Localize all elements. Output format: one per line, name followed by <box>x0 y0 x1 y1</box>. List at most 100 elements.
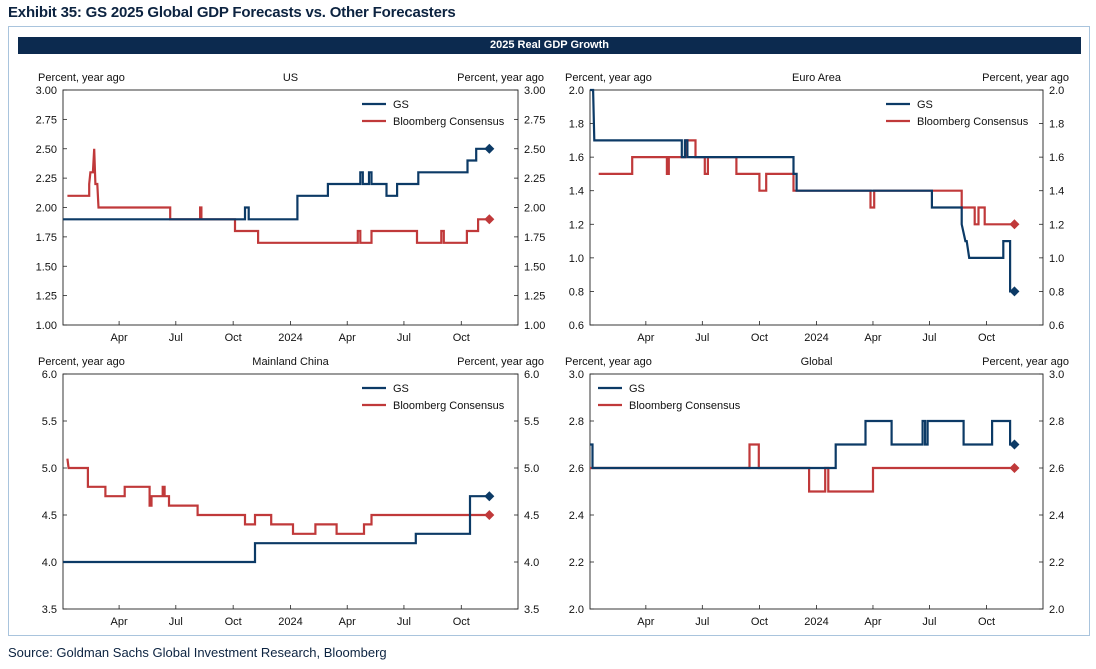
legend-bloomberg-label: Bloomberg Consensus <box>393 116 505 128</box>
bloomberg-series-line <box>66 458 490 535</box>
y-tick-label-right: 2.75 <box>524 114 545 126</box>
y-tick-label-left: 2.4 <box>569 510 584 522</box>
x-tick-label: Apr <box>864 616 881 628</box>
y-tick-label-right: 3.00 <box>524 85 545 97</box>
y-tick-label-left: 1.50 <box>36 261 57 273</box>
y-tick-label-right: 1.2 <box>1049 219 1064 231</box>
x-tick-label: Oct <box>978 616 995 628</box>
y-tick-label-right: 4.5 <box>524 510 539 522</box>
x-tick-label: Jul <box>397 616 411 628</box>
y-tick-label-right: 1.6 <box>1049 152 1064 164</box>
x-tick-label: Oct <box>751 332 768 344</box>
x-tick-label: 2024 <box>278 616 302 628</box>
panel-title: Euro Area <box>792 72 842 84</box>
y-tick-label-left: 3.00 <box>36 85 57 97</box>
y-tick-label-right: 4.0 <box>524 557 539 569</box>
y-tick-label-left: 1.75 <box>36 232 57 244</box>
y-axis-label-left: Percent, year ago <box>565 72 652 84</box>
gs-series-line <box>63 495 490 564</box>
y-tick-label-left: 2.75 <box>36 114 57 126</box>
y-axis-label-right: Percent, year ago <box>457 356 544 368</box>
y-tick-label-right: 2.4 <box>1049 510 1064 522</box>
y-tick-label-right: 1.75 <box>524 232 545 244</box>
y-tick-label-right: 2.25 <box>524 173 545 185</box>
x-tick-label: Jul <box>922 332 936 344</box>
y-tick-label-right: 1.4 <box>1049 186 1064 198</box>
y-tick-label-left: 0.8 <box>569 286 584 298</box>
y-tick-label-left: 4.5 <box>42 510 57 522</box>
y-tick-label-right: 5.5 <box>524 416 539 428</box>
y-tick-label-right: 2.0 <box>1049 85 1064 97</box>
y-tick-label-left: 1.6 <box>569 152 584 164</box>
y-tick-label-right: 6.0 <box>524 369 539 381</box>
y-tick-label-right: 1.50 <box>524 261 545 273</box>
y-tick-label-left: 5.0 <box>42 463 57 475</box>
x-tick-label: 2024 <box>804 616 828 628</box>
bloomberg-end-marker <box>484 510 495 520</box>
y-tick-label-left: 1.00 <box>36 320 57 332</box>
y-tick-label-right: 2.50 <box>524 144 545 156</box>
panel-mainland-china: Mainland China Percent, year ago Percent, … <box>38 356 544 628</box>
panel-title: US <box>283 72 298 84</box>
panel-title: Global <box>801 356 833 368</box>
legend-gs-label: GS <box>917 99 933 111</box>
x-tick-label: Jul <box>169 332 183 344</box>
y-tick-label-right: 2.2 <box>1049 557 1064 569</box>
legend-gs-label: GS <box>393 99 409 111</box>
y-tick-label-left: 4.0 <box>42 557 57 569</box>
legend-bloomberg-label: Bloomberg Consensus <box>917 116 1029 128</box>
legend-gs-label: GS <box>629 383 645 395</box>
y-tick-label-left: 1.0 <box>569 253 584 265</box>
x-tick-label: Apr <box>637 616 654 628</box>
banner-title: 2025 Real GDP Growth <box>18 37 1081 54</box>
y-tick-label-left: 1.2 <box>569 219 584 231</box>
bloomberg-end-marker <box>1009 219 1020 230</box>
y-tick-label-left: 5.5 <box>42 416 57 428</box>
y-tick-label-left: 1.8 <box>569 119 584 131</box>
gs-series-line <box>590 88 1015 293</box>
chart-frame <box>8 26 1090 636</box>
x-tick-label: 2024 <box>804 332 828 344</box>
y-axis-label-right: Percent, year ago <box>982 72 1069 84</box>
y-tick-label-right: 1.8 <box>1049 119 1064 131</box>
y-tick-label-right: 2.00 <box>524 203 545 215</box>
bloomberg-series-line <box>67 148 490 244</box>
x-tick-label: Oct <box>225 616 242 628</box>
y-axis-label-left: Percent, year ago <box>38 356 125 368</box>
x-tick-label: Apr <box>864 332 881 344</box>
x-tick-label: Jul <box>397 332 411 344</box>
y-axis-label-right: Percent, year ago <box>457 72 544 84</box>
bloomberg-end-marker <box>1009 463 1020 473</box>
y-axis-label-left: Percent, year ago <box>38 72 125 84</box>
x-tick-label: Oct <box>225 332 242 344</box>
bloomberg-series-line <box>598 139 1015 226</box>
gs-end-marker <box>1009 286 1020 297</box>
gs-series-line <box>63 147 490 221</box>
y-tick-label-right: 1.25 <box>524 291 545 303</box>
y-tick-label-left: 2.00 <box>36 203 57 215</box>
y-tick-label-right: 2.6 <box>1049 463 1064 475</box>
x-tick-label: Apr <box>339 616 356 628</box>
gs-series-line <box>590 419 1015 470</box>
x-tick-label: Apr <box>339 332 356 344</box>
x-tick-label: Apr <box>111 616 128 628</box>
legend-bloomberg-label: Bloomberg Consensus <box>629 400 741 412</box>
x-tick-label: Oct <box>453 616 470 628</box>
y-tick-label-right: 1.00 <box>524 320 545 332</box>
x-tick-label: Apr <box>111 332 128 344</box>
x-tick-label: Jul <box>169 616 183 628</box>
x-tick-label: Jul <box>922 616 936 628</box>
y-axis-label-left: Percent, year ago <box>565 356 652 368</box>
y-tick-label-right: 0.8 <box>1049 286 1064 298</box>
legend-bloomberg-label: Bloomberg Consensus <box>393 400 505 412</box>
y-tick-label-left: 2.6 <box>569 463 584 475</box>
x-tick-label: Oct <box>978 332 995 344</box>
x-tick-label: 2024 <box>278 332 302 344</box>
y-tick-label-left: 1.4 <box>569 186 584 198</box>
y-tick-label-left: 3.0 <box>569 369 584 381</box>
x-tick-label: Apr <box>637 332 654 344</box>
source-note: Source: Goldman Sachs Global Investment … <box>8 645 387 660</box>
y-tick-label-right: 1.0 <box>1049 253 1064 265</box>
panel-global: Global Percent, year ago Percent, year ago… <box>565 356 1069 628</box>
